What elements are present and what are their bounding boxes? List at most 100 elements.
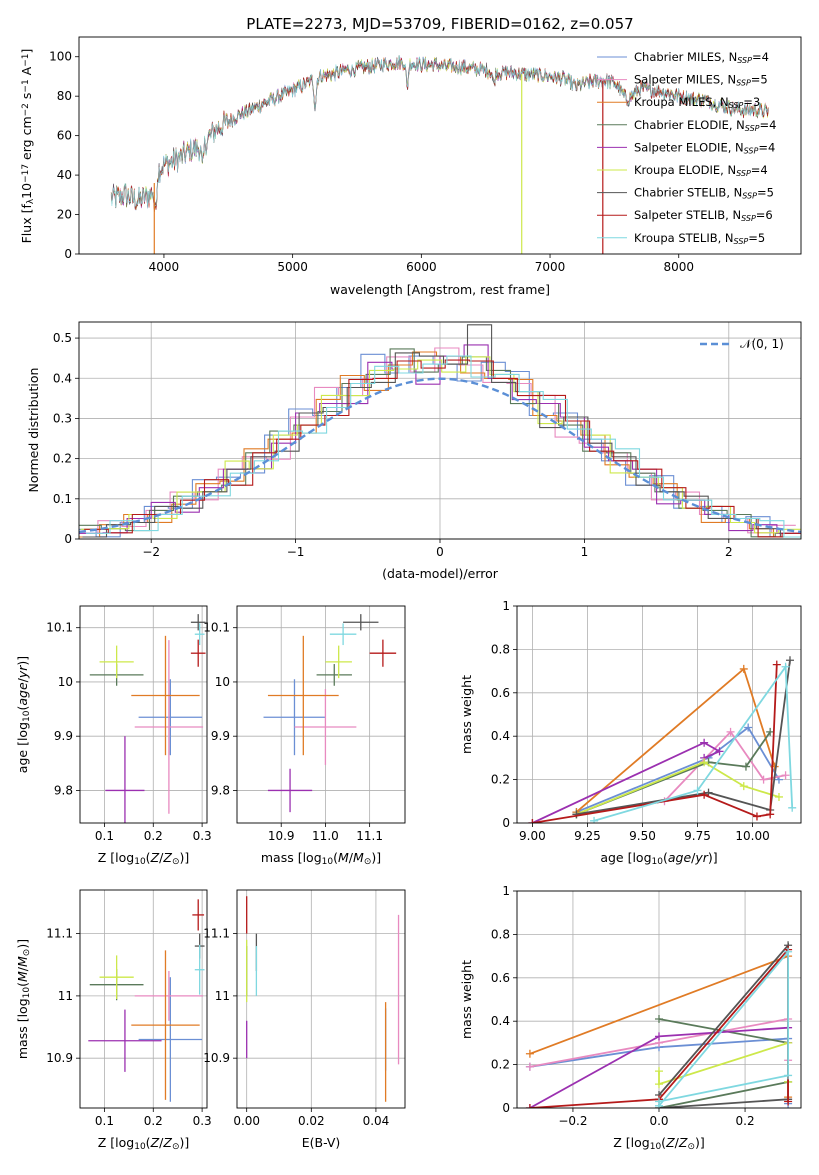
subscript-text: SSP	[741, 214, 756, 223]
weight-marker	[655, 1032, 663, 1041]
y-tick-label: 1	[502, 884, 510, 898]
weight-marker	[784, 1071, 793, 1080]
x-axis-label: (data-model)/error	[382, 566, 499, 581]
weight-line	[576, 660, 791, 816]
x-tick-label: 7000	[535, 260, 566, 274]
weight-line	[658, 949, 789, 1107]
legend-label: Chabrier MILES, NSSP=4	[634, 50, 769, 65]
errorbar-point-chabrier-elodie	[316, 664, 352, 686]
label-text: /	[349, 850, 354, 865]
errorbar-point-kroupa-elodie	[99, 955, 134, 999]
label-text: )]	[15, 939, 30, 949]
subscript-text: SSP	[736, 79, 751, 88]
weight-series-salpeter-elodie	[528, 738, 724, 823]
y-tick-label: 0	[64, 247, 72, 261]
y-tick-label: 0.3	[53, 411, 72, 425]
label-text: (	[661, 1135, 666, 1150]
weight-marker	[726, 727, 735, 736]
y-tick-label: 20	[57, 208, 72, 222]
superscript-text: −2	[21, 103, 31, 116]
x-tick-label: 4000	[149, 260, 180, 274]
x-tick-label: 0.2	[144, 829, 163, 843]
label-text: ]	[19, 49, 34, 54]
x-tick-label: 0.0	[649, 1114, 668, 1128]
x-tick-label: −2	[142, 545, 160, 559]
weight-marker	[774, 792, 783, 801]
label-text: Z	[665, 1135, 675, 1150]
weight-marker	[700, 758, 709, 767]
label-text: M	[353, 850, 364, 865]
weight-marker	[525, 1049, 534, 1058]
errorbar-point-salpeter-elodie	[105, 736, 145, 823]
spectrum-line-kroupa-stelib	[110, 55, 769, 209]
legend-label: 𝒩(0, 1)	[740, 337, 784, 351]
label-text: s	[19, 93, 34, 104]
x-tick-label: 9.50	[629, 829, 656, 843]
label-text: Z [log	[98, 1135, 134, 1150]
label-text: /	[15, 966, 30, 971]
subscript-text: SSP	[729, 101, 744, 110]
legend-label: Salpeter STELIB, NSSP=6	[634, 208, 773, 223]
x-tick-label: 0.3	[193, 1114, 212, 1128]
plot-area	[525, 941, 793, 1108]
label-text: M	[15, 971, 30, 982]
x-axis-label: E(B-V)	[302, 1135, 341, 1150]
label-text: age [log	[15, 722, 30, 773]
y-tick-label: 9.9	[211, 729, 230, 743]
x-tick-label: 0.2	[736, 1114, 755, 1128]
legend-label: Salpeter ELODIE, NSSP=4	[634, 140, 775, 155]
label-text: =4	[758, 140, 775, 154]
panel-weight_vs_z: −0.2 0.0 0.200.20.40.60.81Z [log10(Z/Z⊙)]m…	[459, 884, 802, 1152]
errorbar-point-salpeter-stelib	[192, 899, 205, 931]
weight-marker	[590, 816, 599, 823]
weight-marker	[788, 803, 797, 812]
y-tick-label: 10.1	[46, 621, 73, 635]
subscript-text: ⊙	[364, 857, 372, 867]
spectrum-legend: Chabrier MILES, NSSP=4 Salpeter MILES, NS…	[597, 50, 776, 246]
weight-marker	[572, 810, 581, 819]
label-text: erg cm	[19, 116, 34, 164]
figure-title: PLATE=2273, MJD=53709, FIBERID=0162, z=0…	[246, 15, 633, 33]
label-text: Z	[162, 1135, 172, 1150]
label-text: Z	[150, 1135, 160, 1150]
label-text: =5	[748, 231, 765, 245]
weight-marker	[766, 727, 775, 736]
label-text: Z [log	[98, 850, 134, 865]
weight-marker	[655, 1067, 663, 1076]
y-tick-label: 11.1	[46, 927, 73, 941]
legend-label: Kroupa ELODIE, NSSP=4	[634, 163, 768, 178]
errorbar-point-salpeter-miles	[134, 970, 204, 1021]
weight-marker	[655, 1097, 663, 1106]
label-text: age	[668, 850, 692, 865]
subscript-text: 10	[652, 857, 664, 867]
axes-frame	[236, 605, 406, 824]
subscript-text: 10	[134, 857, 146, 867]
errorbar-point-kroupa-stelib	[329, 623, 357, 646]
label-text: /	[159, 850, 164, 865]
weight-series-kroupa-miles	[572, 664, 779, 817]
legend-label: Kroupa STELIB, NSSP=5	[634, 231, 765, 246]
label-text: M	[15, 956, 30, 967]
y-tick-label: 0.4	[53, 371, 72, 385]
y-tick-label: 9.8	[211, 783, 230, 797]
y-axis-label: mass weight	[459, 960, 474, 1039]
label-text: =4	[760, 118, 777, 132]
subscript-text: 10	[322, 857, 334, 867]
y-tick-label: 11.1	[203, 927, 230, 941]
subscript-text: ⊙	[172, 857, 180, 867]
label-text: E(B-V)	[302, 1135, 341, 1150]
y-tick-label: 80	[57, 89, 72, 103]
label-text: )]	[179, 1135, 189, 1150]
errorbar-point-kroupa-miles	[131, 635, 200, 756]
errorbar-point-kroupa-stelib	[194, 623, 205, 646]
x-tick-label: 0.02	[298, 1114, 325, 1128]
plot-area	[89, 614, 206, 823]
x-tick-label: 0.2	[144, 1114, 163, 1128]
weight-series-salpeter-stelib	[528, 660, 781, 823]
subscript-text: 10	[650, 1142, 662, 1152]
x-tick-label: 9.25	[574, 829, 601, 843]
label-text: Z	[678, 1135, 688, 1150]
